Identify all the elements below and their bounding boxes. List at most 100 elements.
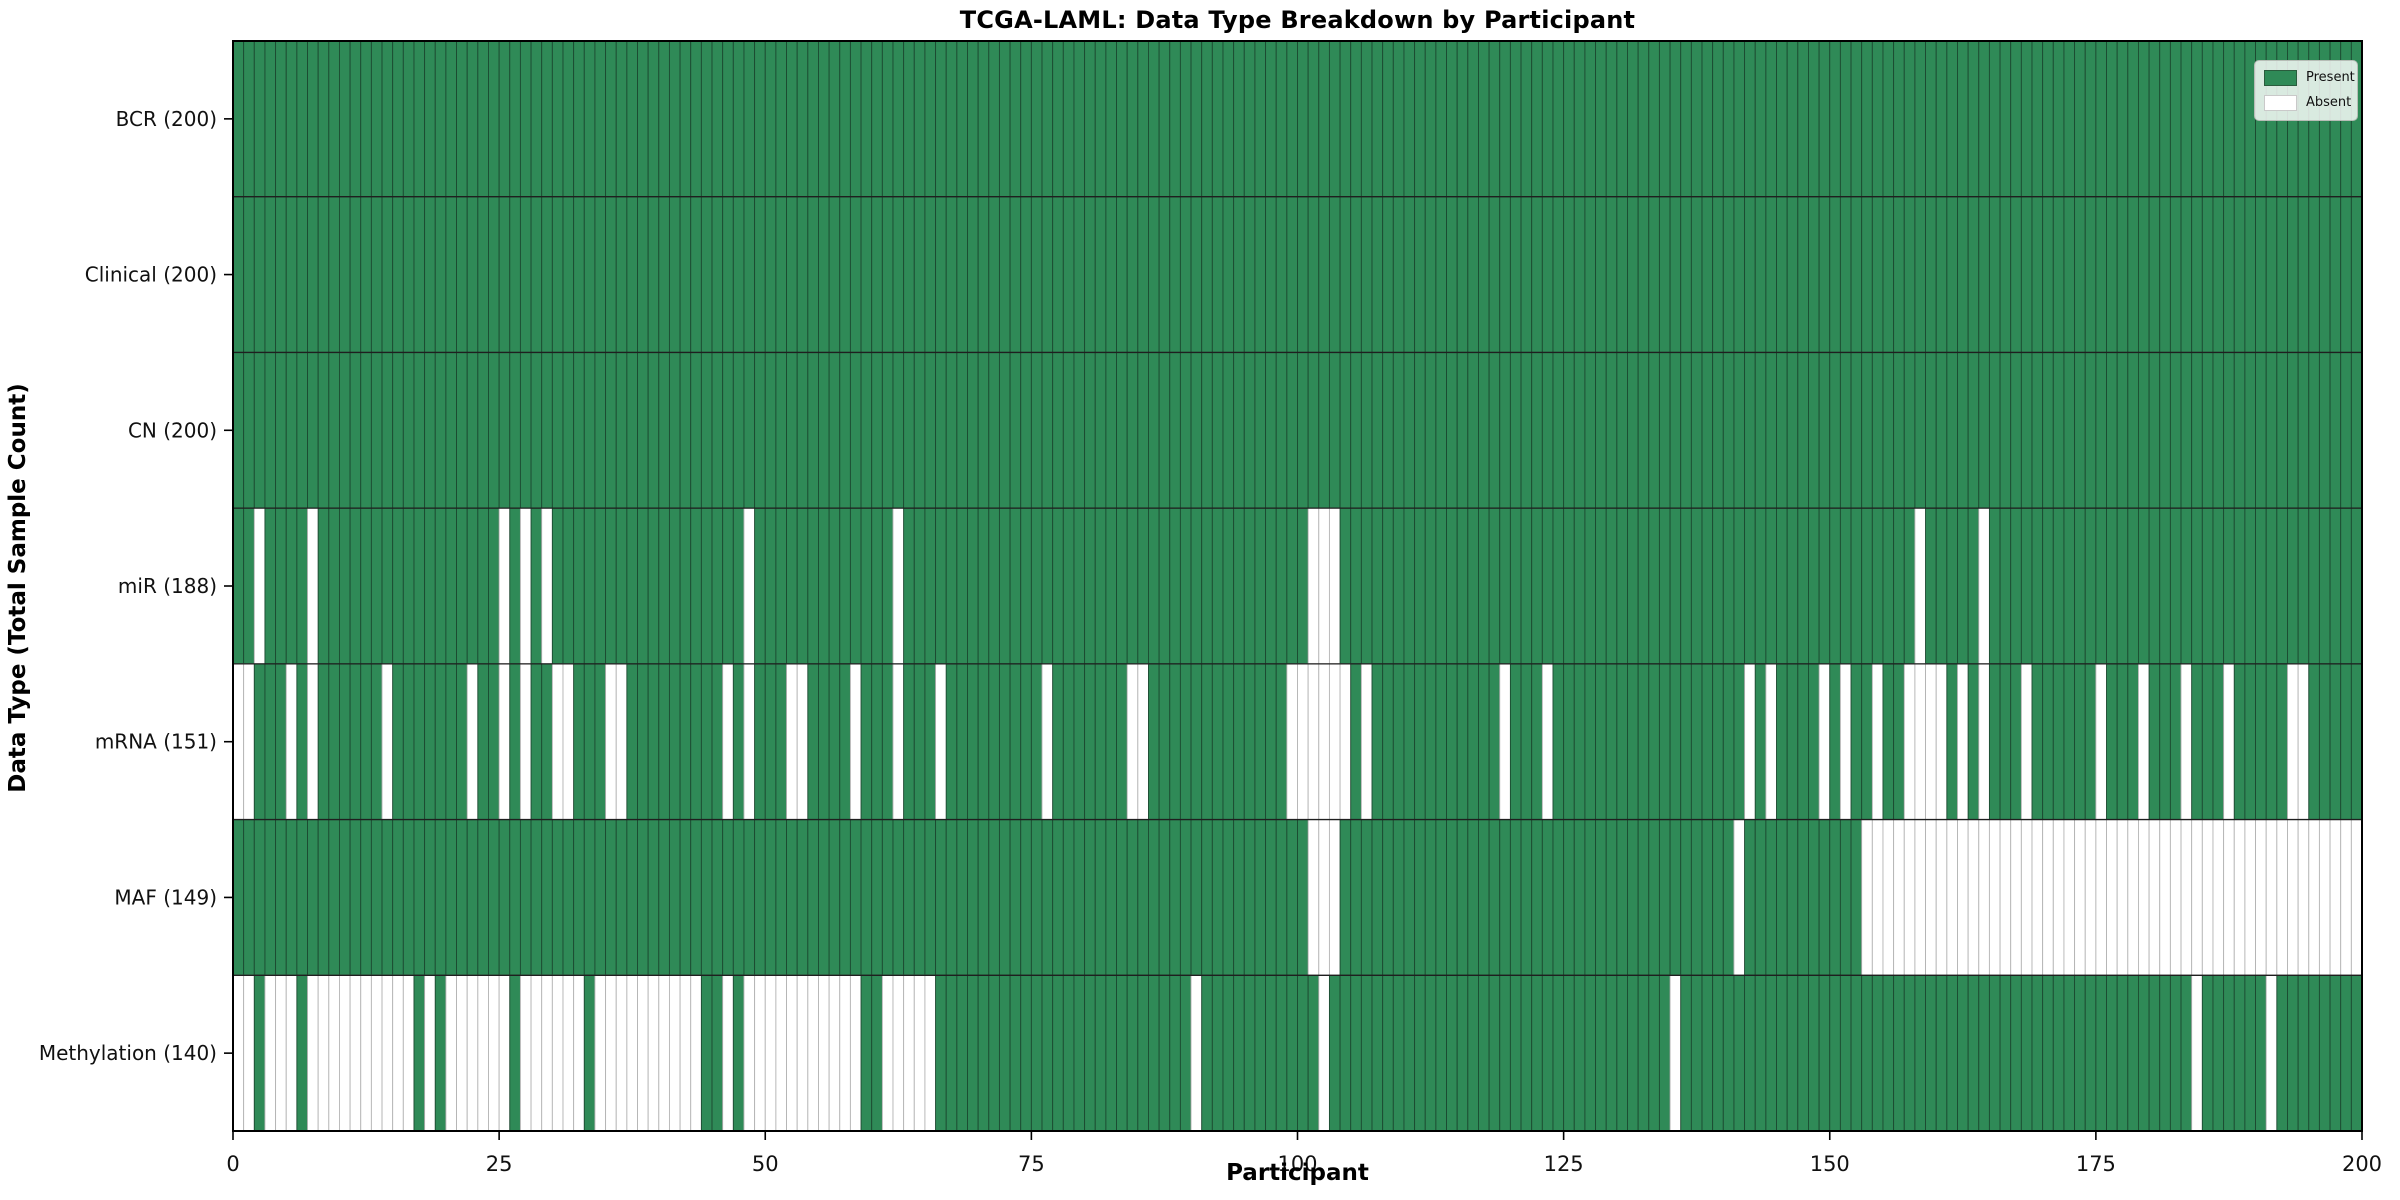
cell-mRNA-123 (1541, 663, 1554, 821)
cell-miR-171 (2052, 507, 2065, 665)
cell-BCR-177 (2116, 40, 2129, 198)
cell-Clinical-103 (1328, 196, 1341, 353)
cell-BCR-28 (530, 40, 543, 198)
cell-BCR-115 (1456, 40, 1469, 198)
cell-miR-77 (1052, 507, 1064, 665)
cell-Clinical-121 (1520, 196, 1533, 353)
cell-Clinical-131 (1627, 196, 1639, 353)
cell-Methylation-65 (924, 974, 937, 1132)
cell-MAF-118 (1488, 819, 1501, 976)
cell-BCR-15 (392, 40, 404, 198)
cell-mRNA-124 (1552, 663, 1565, 821)
cell-Methylation-29 (541, 974, 553, 1132)
cell-MAF-8 (317, 819, 330, 976)
cell-MAF-169 (2031, 819, 2044, 976)
cell-Methylation-75 (1030, 974, 1043, 1132)
cell-Clinical-6 (296, 196, 308, 353)
cell-BCR-85 (1137, 40, 1149, 198)
cell-Methylation-45 (711, 974, 724, 1132)
cell-MAF-132 (1637, 819, 1650, 976)
cell-Methylation-57 (839, 974, 851, 1132)
cell-Methylation-163 (1967, 974, 1980, 1132)
cell-CN-77 (1052, 351, 1064, 509)
cell-Methylation-89 (1179, 974, 1192, 1132)
cell-mRNA-60 (871, 663, 883, 821)
cell-MAF-172 (2063, 819, 2076, 976)
cell-Methylation-43 (690, 974, 702, 1132)
cell-Methylation-16 (402, 974, 415, 1132)
cell-Clinical-154 (1871, 196, 1884, 353)
cell-MAF-126 (1573, 819, 1586, 976)
cell-MAF-196 (2318, 819, 2331, 976)
cell-Clinical-133 (1648, 196, 1660, 353)
cell-MAF-184 (2191, 819, 2203, 976)
cell-BCR-138 (1701, 40, 1714, 198)
cell-Clinical-115 (1456, 196, 1469, 353)
cell-miR-136 (1680, 507, 1692, 665)
cell-Clinical-183 (2180, 196, 2193, 353)
cell-CN-148 (1808, 351, 1820, 509)
cell-Methylation-83 (1116, 974, 1128, 1132)
cell-BCR-59 (860, 40, 873, 198)
cell-miR-114 (1446, 507, 1458, 665)
cell-CN-101 (1307, 351, 1320, 509)
cell-BCR-176 (2106, 40, 2118, 198)
cell-MAF-26 (509, 819, 521, 976)
cell-Methylation-143 (1754, 974, 1767, 1132)
cell-miR-124 (1552, 507, 1565, 665)
cell-Clinical-149 (1818, 196, 1831, 353)
cell-Clinical-84 (1126, 196, 1139, 353)
cell-miR-133 (1648, 507, 1660, 665)
cell-MAF-174 (2084, 819, 2097, 976)
cell-miR-199 (2350, 507, 2363, 665)
cell-BCR-50 (764, 40, 777, 198)
cell-Clinical-14 (381, 196, 394, 353)
cell-BCR-161 (1946, 40, 1958, 198)
cell-Methylation-192 (2276, 974, 2288, 1132)
cell-Methylation-17 (413, 974, 426, 1132)
cell-miR-156 (1893, 507, 1905, 665)
cell-miR-85 (1137, 507, 1149, 665)
cell-CN-192 (2276, 351, 2288, 509)
cell-CN-121 (1520, 351, 1533, 509)
cell-Clinical-91 (1201, 196, 1213, 353)
cell-BCR-58 (849, 40, 862, 198)
cell-miR-53 (796, 507, 809, 665)
cell-Methylation-127 (1584, 974, 1597, 1132)
cell-BCR-36 (615, 40, 628, 198)
cell-Clinical-64 (913, 196, 926, 353)
cell-CN-160 (1935, 351, 1948, 509)
cell-miR-196 (2318, 507, 2331, 665)
cell-Clinical-142 (1744, 196, 1756, 353)
cell-CN-85 (1137, 351, 1149, 509)
cell-Clinical-53 (796, 196, 809, 353)
cell-Clinical-114 (1446, 196, 1458, 353)
cell-CN-154 (1871, 351, 1884, 509)
cell-mRNA-19 (434, 663, 447, 821)
cell-BCR-99 (1286, 40, 1298, 198)
cell-miR-193 (2287, 507, 2299, 665)
cell-MAF-158 (1914, 819, 1927, 976)
cell-miR-6 (296, 507, 308, 665)
cell-BCR-150 (1829, 40, 1841, 198)
cell-BCR-180 (2148, 40, 2161, 198)
cell-CN-89 (1179, 351, 1192, 509)
cell-Clinical-179 (2137, 196, 2150, 353)
cell-miR-71 (988, 507, 1000, 665)
cell-CN-115 (1456, 351, 1469, 509)
cell-MAF-114 (1446, 819, 1458, 976)
cell-miR-37 (626, 507, 638, 665)
cell-mRNA-192 (2276, 663, 2288, 821)
cell-Clinical-76 (1041, 196, 1054, 353)
cell-MAF-112 (1424, 819, 1437, 976)
cell-MAF-29 (541, 819, 553, 976)
cell-MAF-92 (1211, 819, 1224, 976)
cell-mRNA-121 (1520, 663, 1533, 821)
x-tick-label: 50 (752, 1152, 779, 1176)
cell-Methylation-153 (1861, 974, 1873, 1132)
cell-mRNA-93 (1222, 663, 1235, 821)
cell-mRNA-5 (285, 663, 298, 821)
cell-Clinical-69 (967, 196, 979, 353)
cell-Methylation-159 (1925, 974, 1937, 1132)
cell-MAF-156 (1893, 819, 1905, 976)
